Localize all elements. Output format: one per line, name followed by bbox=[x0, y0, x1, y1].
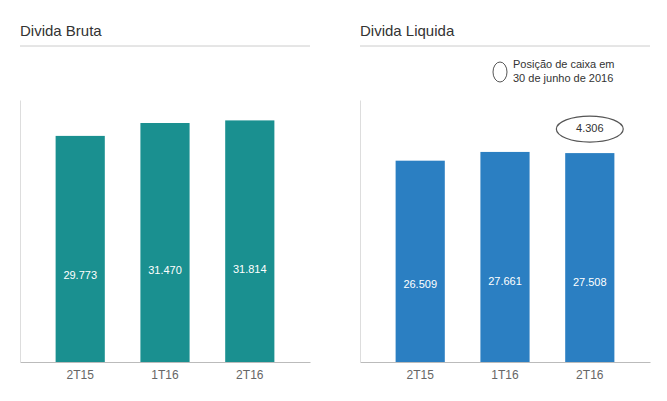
x-tick-label: 1T16 bbox=[151, 368, 179, 382]
annotation-ellipse bbox=[556, 116, 623, 142]
bar bbox=[565, 153, 614, 362]
y-axis-line bbox=[20, 101, 21, 363]
bars bbox=[56, 120, 275, 362]
data-labels: 29.773 31.470 31.814 bbox=[63, 263, 266, 281]
bars bbox=[396, 152, 615, 362]
x-tick-label: 2T16 bbox=[576, 368, 604, 382]
x-axis-line bbox=[21, 362, 311, 363]
title-rule bbox=[360, 46, 650, 47]
chart-root: Divida Bruta 2T15 1T16 2T16 29.773 31.470 31.8… bbox=[0, 0, 667, 401]
bar bbox=[396, 161, 445, 362]
y-axis-line bbox=[360, 101, 361, 363]
title: Divida Liquida bbox=[360, 22, 455, 39]
x-tick: 2T15 bbox=[67, 362, 95, 382]
data-label: 27.661 bbox=[488, 275, 522, 287]
x-tick: 1T16 bbox=[491, 362, 519, 382]
bar bbox=[140, 123, 189, 362]
x-axis-line bbox=[361, 362, 651, 363]
annotation-text: Posição de caixa em30 de junho de 2016 bbox=[513, 58, 615, 84]
data-label: 31.814 bbox=[233, 263, 267, 275]
panel: Divida Bruta 2T15 1T16 2T16 29.773 31.470 31.8… bbox=[20, 22, 311, 382]
x-tick: 1T16 bbox=[151, 362, 179, 382]
annotation-text: 4.306 bbox=[576, 122, 604, 134]
x-tick-label: 1T16 bbox=[491, 368, 519, 382]
bar bbox=[480, 152, 529, 362]
y-axis bbox=[360, 101, 361, 363]
data-label: 29.773 bbox=[63, 269, 97, 281]
annotation: 4.306 bbox=[556, 116, 623, 142]
title: Divida Bruta bbox=[20, 22, 102, 39]
data-labels: 26.509 27.661 27.508 bbox=[403, 275, 606, 290]
x-tick-label: 2T15 bbox=[407, 368, 435, 382]
x-axis: 2T15 1T16 2T16 bbox=[21, 362, 311, 382]
data-label: 27.508 bbox=[573, 276, 607, 288]
x-tick: 2T16 bbox=[576, 362, 604, 382]
x-tick-label: 2T15 bbox=[67, 368, 95, 382]
data-label: 26.509 bbox=[403, 278, 437, 290]
x-axis: 2T15 1T16 2T16 bbox=[361, 362, 651, 382]
annotation: Posição de caixa em30 de junho de 2016 bbox=[493, 58, 615, 84]
title-rule bbox=[20, 46, 310, 47]
x-tick: 2T15 bbox=[407, 362, 435, 382]
data-label: 31.470 bbox=[148, 264, 182, 276]
panel: Divida Liquida 2T15 1T16 2T16 26.509 27.661 27… bbox=[360, 22, 651, 382]
x-tick-label: 2T16 bbox=[236, 368, 264, 382]
bar bbox=[225, 120, 274, 362]
bar bbox=[56, 136, 105, 362]
y-axis bbox=[20, 101, 21, 363]
annotation-key bbox=[493, 62, 507, 82]
x-tick: 2T16 bbox=[236, 362, 264, 382]
